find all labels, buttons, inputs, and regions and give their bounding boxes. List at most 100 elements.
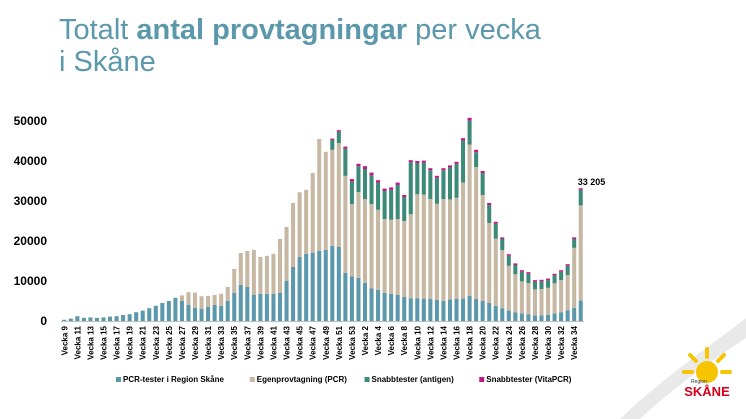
bar-segment [382, 191, 387, 219]
bar-segment [454, 299, 459, 321]
bar-segment [147, 308, 152, 321]
bar-segment [408, 162, 413, 215]
bar-segment [336, 130, 341, 132]
bar-segment [304, 253, 309, 321]
bar-segment [62, 319, 67, 321]
bar-segment [434, 203, 439, 300]
bar-segment [532, 281, 537, 290]
bar-segment [519, 271, 524, 282]
bar-segment [480, 171, 485, 173]
bar-segment [565, 310, 570, 321]
bar-segment [578, 188, 583, 190]
bar-segment [127, 314, 132, 321]
bar-segment [408, 298, 413, 321]
bar-segment [245, 287, 250, 321]
bar-segment [206, 307, 211, 321]
bar-segment [461, 182, 466, 299]
bar-segment [500, 237, 505, 239]
bar-segment [434, 175, 439, 178]
logo-small-text: Region [691, 379, 707, 385]
bar-segment [206, 295, 211, 307]
bar-segment [336, 143, 341, 247]
bar-segment [421, 162, 426, 195]
bar-segment [349, 179, 354, 182]
bar-segment [559, 312, 564, 321]
bar-segment [428, 199, 433, 299]
bar-segment [94, 317, 99, 321]
bar-segment [467, 144, 472, 296]
bar-segment [454, 163, 459, 198]
bar-segment [402, 197, 407, 221]
bar-segment [389, 187, 394, 190]
annotation-label: 33 205 [578, 177, 606, 187]
x-tick-label: Vecka 34 [570, 325, 579, 359]
bar-segment [362, 199, 368, 283]
bar-segment [317, 251, 322, 321]
legend-label: Snabbtester (antigen) [372, 375, 455, 384]
bar-segment [271, 253, 276, 294]
bar-segment [506, 310, 511, 321]
x-tick-label: Vecka 32 [557, 325, 566, 359]
bar-segment [415, 161, 420, 163]
y-tick-label: 0 [40, 314, 47, 328]
bar-segment [336, 131, 341, 143]
x-tick-label: Vecka 13 [86, 325, 95, 359]
bar-segment [447, 165, 452, 168]
x-tick-label: Vecka 33 [217, 325, 226, 359]
x-tick-label: Vecka 17 [113, 325, 122, 359]
bar-segment [121, 315, 126, 321]
bar-segment [369, 172, 374, 176]
bar-segment [434, 177, 439, 204]
bar-segment [330, 149, 335, 246]
x-tick-label: Vecka 49 [322, 325, 331, 359]
bar-segment [186, 305, 191, 321]
bar-segment [336, 247, 341, 321]
bar-segment [277, 239, 283, 293]
legend-label: PCR-tester i Region Skåne [123, 375, 224, 384]
x-tick-label: Vecka 14 [439, 325, 448, 359]
bar-segment [343, 175, 348, 273]
x-tick-label: Vecka 53 [348, 325, 357, 359]
bar-segment [225, 301, 230, 321]
bar-segment [225, 287, 230, 301]
bar-segment [454, 161, 459, 164]
bar-segment [389, 189, 394, 220]
bar-segment [330, 138, 335, 140]
bar-segment [395, 295, 400, 321]
bar-segment [271, 293, 276, 321]
logo-text: SKÅNE [684, 384, 730, 399]
bar-segment [480, 173, 485, 195]
bar-segment [251, 249, 256, 295]
x-tick-label: Vecka 30 [544, 325, 553, 359]
bar-segment [493, 223, 498, 239]
x-tick-label: Vecka 20 [479, 325, 488, 359]
bar-segment [500, 239, 505, 251]
x-tick-label: Vecka 10 [413, 325, 422, 359]
bar-segment [219, 305, 224, 321]
x-tick-label: Vecka 45 [296, 325, 305, 359]
bar-segment [395, 185, 400, 219]
bar-segment [310, 253, 315, 321]
bar-segment [258, 293, 263, 321]
bar-segment [506, 255, 511, 266]
legend-swatch [249, 377, 255, 382]
bar-segment [408, 214, 413, 299]
bar-segment [421, 194, 426, 299]
bar-segment [153, 305, 158, 321]
bar-segment [376, 180, 381, 183]
bar-segment [166, 301, 171, 321]
bar-segment [539, 315, 544, 321]
x-tick-label: Vecka 37 [243, 325, 252, 359]
bar-segment [480, 301, 485, 321]
bar-segment [447, 199, 452, 300]
bar-segment [297, 257, 302, 321]
title-part2: per vecka [407, 14, 541, 46]
bar-segment [461, 140, 466, 183]
bar-segment [382, 293, 387, 321]
bar-segment [179, 301, 184, 321]
bar-segment [356, 166, 361, 193]
bar-segment [389, 293, 394, 321]
bar-segment [552, 275, 557, 284]
y-tick-label: 30000 [14, 194, 48, 208]
bar-segment [493, 305, 498, 321]
